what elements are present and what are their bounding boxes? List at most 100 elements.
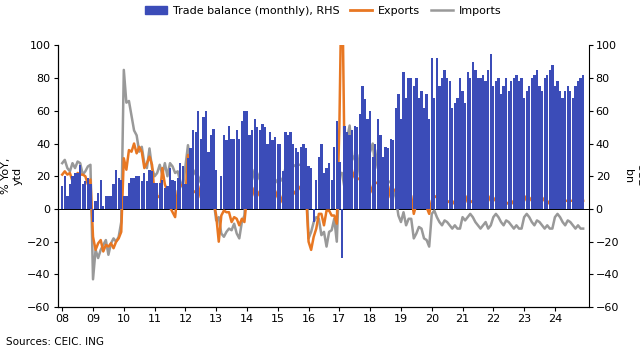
Bar — [579, 78, 582, 209]
Bar — [436, 58, 438, 209]
Bar — [128, 183, 130, 209]
Bar — [405, 98, 407, 209]
Bar — [484, 81, 487, 209]
Bar — [451, 107, 453, 209]
Bar — [520, 78, 523, 209]
Bar — [477, 78, 479, 209]
Bar — [174, 181, 176, 209]
Bar — [246, 111, 248, 209]
Bar — [105, 196, 107, 209]
Bar — [264, 127, 266, 209]
Bar — [66, 196, 68, 209]
Bar — [84, 181, 86, 209]
Bar — [508, 91, 510, 209]
Bar — [574, 86, 577, 209]
Bar — [330, 179, 333, 209]
Bar — [302, 143, 305, 209]
Bar — [323, 173, 325, 209]
Bar — [297, 152, 300, 209]
Bar — [546, 75, 548, 209]
Bar — [161, 179, 163, 209]
Bar — [74, 173, 76, 209]
Bar — [433, 98, 435, 209]
Bar — [333, 147, 335, 209]
Bar — [269, 132, 271, 209]
Bar — [68, 184, 71, 209]
Bar — [282, 171, 284, 209]
Bar — [380, 135, 381, 209]
Bar — [225, 140, 228, 209]
Bar — [441, 78, 443, 209]
Bar — [90, 184, 92, 209]
Bar — [410, 78, 412, 209]
Bar — [364, 99, 366, 209]
Bar — [220, 176, 223, 209]
Bar — [312, 209, 315, 222]
Bar — [556, 81, 559, 209]
Bar — [538, 86, 541, 209]
Bar — [413, 86, 415, 209]
Bar — [207, 152, 210, 209]
Bar — [446, 78, 448, 209]
Bar — [415, 78, 417, 209]
Bar — [197, 111, 200, 209]
Bar — [372, 157, 374, 209]
Bar — [561, 98, 564, 209]
Bar — [195, 132, 197, 209]
Bar — [343, 126, 346, 209]
Bar — [515, 75, 518, 209]
Bar — [243, 111, 246, 209]
Bar — [100, 179, 102, 209]
Bar — [348, 135, 351, 209]
Bar — [492, 86, 495, 209]
Bar — [490, 53, 492, 209]
Bar — [289, 132, 292, 209]
Bar — [418, 98, 420, 209]
Bar — [146, 181, 148, 209]
Bar — [479, 78, 482, 209]
Bar — [464, 103, 467, 209]
Bar — [182, 166, 184, 209]
Bar — [169, 168, 171, 209]
Bar — [259, 131, 261, 209]
Bar — [279, 143, 282, 209]
Bar — [166, 186, 168, 209]
Y-axis label: USD
bn: USD bn — [623, 164, 640, 188]
Bar — [215, 170, 218, 209]
Bar — [110, 196, 112, 209]
Bar — [505, 78, 508, 209]
Bar — [497, 78, 500, 209]
Bar — [328, 163, 330, 209]
Bar — [125, 196, 127, 209]
Bar — [210, 135, 212, 209]
Bar — [444, 70, 445, 209]
Bar — [205, 111, 207, 209]
Bar — [261, 124, 264, 209]
Bar — [276, 143, 279, 209]
Bar — [395, 107, 397, 209]
Bar — [61, 186, 63, 209]
Bar — [123, 196, 125, 209]
Bar — [287, 135, 289, 209]
Bar — [548, 70, 551, 209]
Bar — [459, 78, 461, 209]
Bar — [449, 81, 451, 209]
Bar — [346, 132, 348, 209]
Bar — [528, 86, 531, 209]
Bar — [108, 196, 109, 209]
Bar — [151, 171, 153, 209]
Bar — [472, 62, 474, 209]
Bar — [95, 201, 97, 209]
Bar — [212, 129, 215, 209]
Bar — [92, 209, 94, 222]
Bar — [551, 65, 554, 209]
Bar — [310, 168, 312, 209]
Bar — [115, 170, 117, 209]
Bar — [438, 86, 440, 209]
Bar — [113, 184, 115, 209]
Bar — [420, 91, 422, 209]
Bar — [559, 91, 561, 209]
Bar — [456, 98, 459, 209]
Bar — [428, 119, 430, 209]
Bar — [367, 119, 369, 209]
